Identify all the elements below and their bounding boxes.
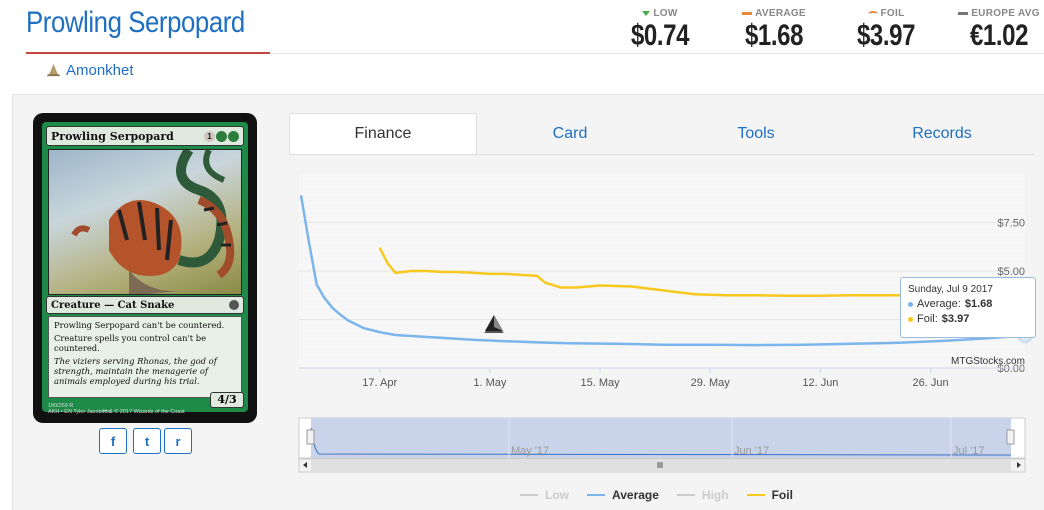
chart-legend: Low Average High Foil	[520, 488, 793, 502]
navigator-label: Jul '17	[953, 445, 984, 457]
tab-records[interactable]: Records	[912, 124, 972, 142]
pyramid-watermark-icon	[484, 315, 504, 333]
amonkhet-set-icon	[46, 63, 61, 77]
series-line-average[interactable]	[299, 195, 1026, 347]
navigator-right-handle[interactable]	[1006, 429, 1015, 445]
price-foil: FOIL $3.97	[856, 8, 916, 52]
green-mana-icon	[228, 130, 239, 142]
y-tick-label: $0.00	[997, 363, 1025, 375]
navigator-label: Jun '17	[734, 445, 769, 457]
green-mana-icon	[216, 130, 227, 142]
card-art	[48, 149, 242, 295]
chart-tooltip: Sunday, Jul 9 2017 Average: $1.68 Foil: $3…	[900, 277, 1036, 338]
card-collector-info: 180/269 R AKH • EN Tyler Jacobson	[48, 403, 111, 415]
x-tick-label: 1. May	[473, 377, 507, 389]
price-europe: EUROPE AVG €1.02	[956, 8, 1042, 53]
foil-arc-icon	[867, 10, 878, 17]
scrollbar-grip-icon	[657, 462, 663, 468]
twitter-icon: t	[144, 433, 150, 449]
bar-icon	[742, 12, 753, 15]
series-line-foil[interactable]	[378, 247, 1026, 298]
y-tick-label: $5.00	[997, 266, 1025, 278]
set-link[interactable]: Amonkhet	[46, 62, 134, 79]
bar-icon	[958, 12, 969, 15]
title-underline	[26, 52, 270, 54]
card-image: Prowling Serpopard 1	[33, 113, 257, 423]
chart-credit: MTGStocks.com	[951, 356, 1025, 367]
y-tick-label: $7.50	[997, 218, 1025, 230]
navigator-selection[interactable]	[311, 418, 1011, 458]
x-tick-label: 15. May	[580, 377, 620, 389]
tab-bar: Finance Card Tools Records	[289, 113, 1035, 155]
range-navigator[interactable]: May '17 Jun '17 Jul '17	[298, 417, 1026, 473]
navigator-left-handle[interactable]	[306, 429, 315, 445]
tooltip-date: Sunday, Jul 9 2017	[908, 284, 993, 295]
x-tick-label: 12. Jun	[802, 377, 838, 389]
price-average: AVERAGE $1.68	[736, 8, 812, 53]
down-triangle-icon	[642, 11, 651, 16]
power-toughness: 4/3	[210, 392, 244, 408]
legend-item-low[interactable]: Low	[520, 488, 569, 502]
set-symbol-icon	[229, 300, 239, 310]
header-divider	[270, 53, 1044, 54]
mana-cost: 1	[204, 130, 239, 142]
average-dot-icon	[908, 302, 913, 307]
tab-card[interactable]: Card	[552, 124, 588, 142]
card-rules-text: Prowling Serpopard can't be countered. C…	[48, 316, 242, 398]
card-name: Prowling Serpopard	[51, 129, 174, 143]
facebook-share-button[interactable]: f	[99, 428, 127, 454]
card-copyright: ™ & © 2017 Wizards of the Coast	[102, 409, 185, 415]
x-tick-label: 26. Jun	[913, 377, 949, 389]
tab-finance[interactable]: Finance	[289, 113, 477, 154]
scrollbar-thumb[interactable]	[311, 460, 1011, 471]
price-low-value: $0.74	[630, 19, 690, 52]
scroll-right-arrow-icon[interactable]	[1017, 462, 1021, 468]
set-name: Amonkhet	[66, 62, 134, 79]
twitter-share-button[interactable]: t	[133, 428, 161, 454]
price-europe-value: €1.02	[969, 19, 1029, 52]
navigator-label: May '17	[511, 445, 549, 457]
price-low: LOW $0.74	[630, 8, 690, 52]
price-average-value: $1.68	[744, 19, 804, 52]
x-tick-label: 29. May	[691, 377, 731, 389]
tab-tools[interactable]: Tools	[737, 124, 775, 142]
x-tick-label: 17. Apr	[362, 377, 397, 389]
reddit-icon: r	[175, 433, 181, 449]
legend-item-high[interactable]: High	[676, 488, 729, 502]
foil-dot-icon	[908, 317, 913, 322]
legend-item-foil[interactable]: Foil	[746, 488, 793, 502]
scroll-left-arrow-icon[interactable]	[303, 462, 307, 468]
page-title: Prowling Serpopard	[26, 6, 245, 39]
price-foil-value: $3.97	[856, 19, 916, 52]
legend-item-average[interactable]: Average	[587, 488, 659, 502]
reddit-share-button[interactable]: r	[164, 428, 192, 454]
facebook-icon: f	[110, 433, 116, 449]
card-type-line: Creature — Cat Snake	[51, 299, 175, 311]
